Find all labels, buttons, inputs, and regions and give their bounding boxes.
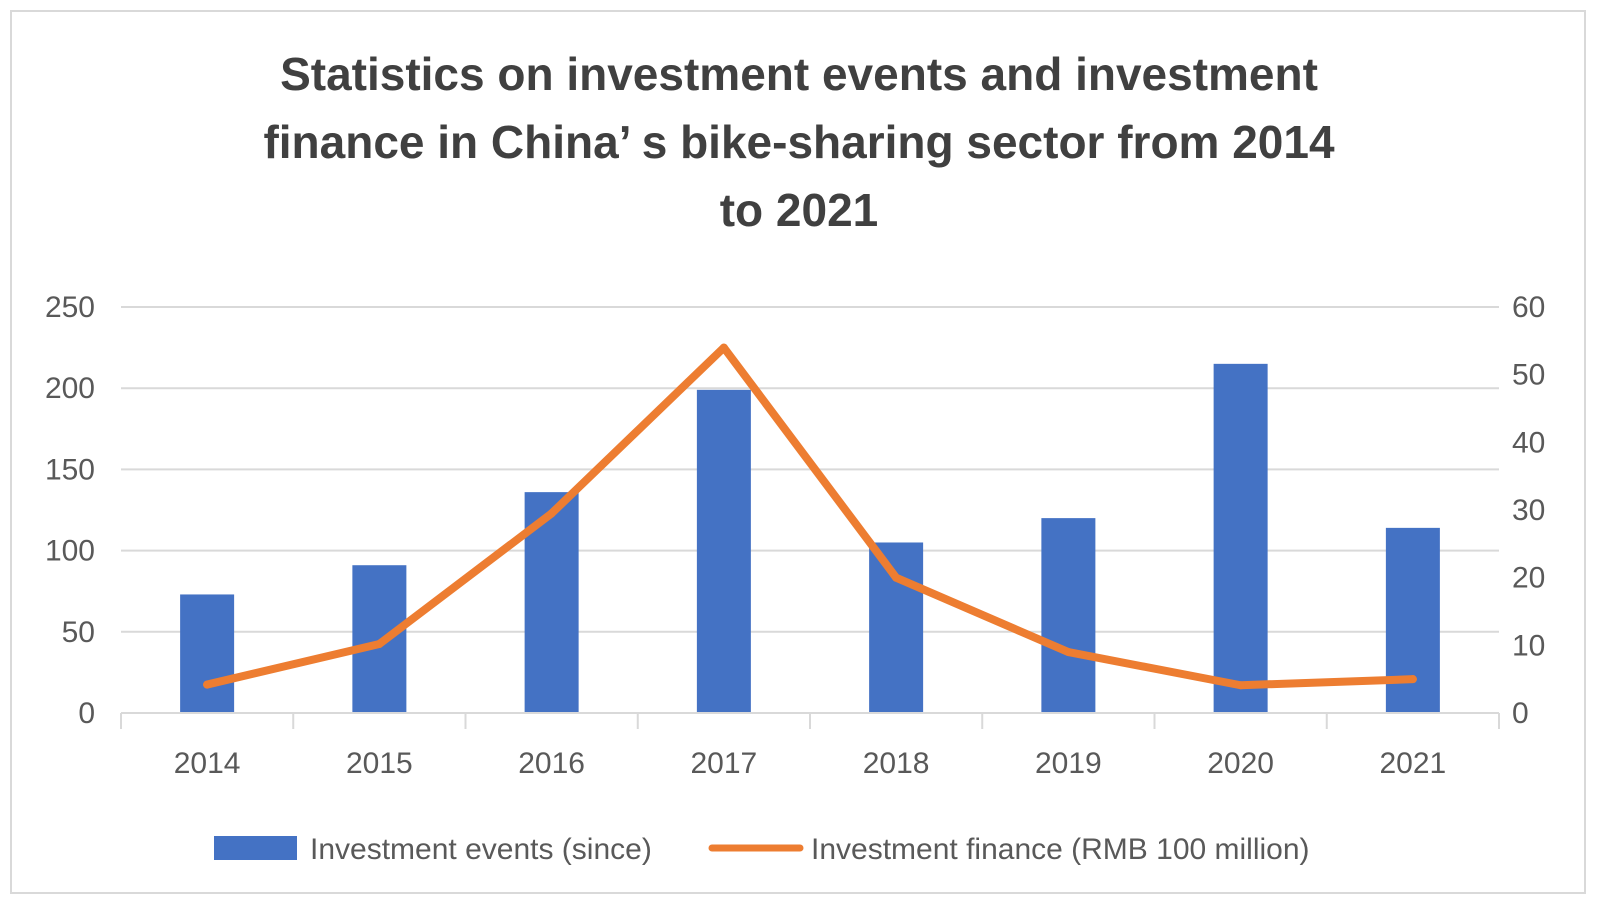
x-axis-labels: 2014 2015 2016 2017 2018 2019 2020 2021 (174, 747, 1447, 780)
y-right-tick-label: 30 (1512, 494, 1545, 527)
finance-point-2020 (1236, 681, 1245, 690)
y-right-tick-label: 10 (1512, 629, 1545, 662)
bar-2021 (1385, 527, 1440, 713)
finance-point-2014 (203, 680, 212, 689)
bar-series (180, 363, 1440, 713)
x-tick-label: 2020 (1207, 747, 1274, 780)
chart-title: Statistics on investment events and inve… (0, 40, 1598, 244)
gridlines (121, 306, 1499, 633)
y-left-tick-label: 150 (45, 453, 95, 486)
finance-point-2017 (719, 343, 728, 352)
bar-2019 (1041, 518, 1096, 713)
legend-label-events: Investment events (since) (310, 833, 652, 866)
chart-title-line-1: Statistics on investment events and inve… (280, 48, 1318, 100)
x-axis (120, 712, 1500, 729)
y-left-tick-label: 50 (62, 616, 95, 649)
finance-point-2015 (375, 639, 384, 648)
bar-2018 (869, 542, 924, 713)
finance-line (203, 343, 1417, 690)
y-left-tick-label: 100 (45, 535, 95, 568)
y-axis-right: 0 10 20 30 40 50 60 (1512, 291, 1545, 730)
bar-2014 (180, 594, 235, 713)
legend: Investment events (since) Investment fin… (214, 833, 1310, 866)
x-tick-label: 2017 (691, 747, 758, 780)
y-right-tick-label: 50 (1512, 359, 1545, 392)
y-right-tick-label: 20 (1512, 562, 1545, 595)
chart-title-line-2: finance in China’ s bike-sharing sector … (263, 116, 1335, 168)
finance-point-2021 (1408, 675, 1417, 684)
y-left-tick-label: 250 (45, 291, 95, 324)
legend-swatch-events (214, 836, 297, 860)
y-left-tick-label: 200 (45, 372, 95, 405)
x-tick-label: 2019 (1035, 747, 1102, 780)
y-axis-left: 0 50 100 150 200 250 (45, 291, 95, 730)
bar-2020 (1213, 363, 1268, 713)
x-tick-label: 2021 (1380, 747, 1447, 780)
finance-point-2018 (892, 573, 901, 582)
x-tick-label: 2018 (863, 747, 930, 780)
y-right-tick-label: 40 (1512, 426, 1545, 459)
finance-point-2019 (1064, 648, 1073, 657)
x-tick-label: 2016 (518, 747, 585, 780)
chart-title-line-3: to 2021 (719, 184, 879, 236)
legend-label-finance: Investment finance (RMB 100 million) (811, 833, 1310, 866)
line-series (203, 343, 1417, 690)
y-right-tick-label: 0 (1512, 697, 1529, 730)
x-tick-label: 2014 (174, 747, 241, 780)
x-tick-label: 2015 (346, 747, 413, 780)
y-left-tick-label: 0 (78, 697, 95, 730)
finance-point-2016 (547, 509, 556, 518)
y-right-tick-label: 60 (1512, 291, 1545, 324)
bar-2017 (696, 389, 751, 713)
